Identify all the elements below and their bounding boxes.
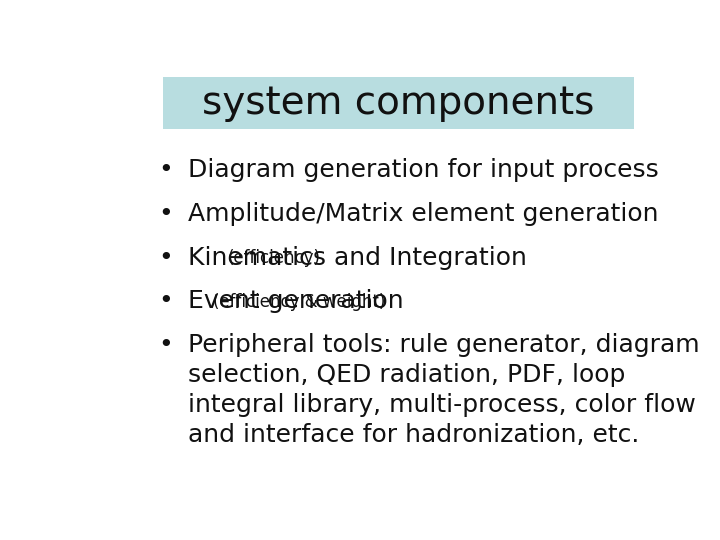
Text: •: • <box>158 333 173 357</box>
Text: system components: system components <box>202 84 595 122</box>
Text: integral library, multi-process, color flow: integral library, multi-process, color f… <box>188 393 696 417</box>
Text: Diagram generation for input process: Diagram generation for input process <box>188 158 658 183</box>
Text: Event generation: Event generation <box>188 289 411 313</box>
Text: and interface for hadronization, etc.: and interface for hadronization, etc. <box>188 423 639 447</box>
Text: •: • <box>158 202 173 226</box>
Text: •: • <box>158 289 173 313</box>
Text: Peripheral tools: rule generator, diagram: Peripheral tools: rule generator, diagra… <box>188 333 699 357</box>
Text: Kinematics and Integration: Kinematics and Integration <box>188 246 534 269</box>
Text: •: • <box>158 158 173 183</box>
Text: selection, QED radiation, PDF, loop: selection, QED radiation, PDF, loop <box>188 363 625 387</box>
Text: Amplitude/Matrix element generation: Amplitude/Matrix element generation <box>188 202 658 226</box>
Text: •: • <box>158 246 173 269</box>
Text: (efficiency): (efficiency) <box>228 249 320 267</box>
Text: (efficiency & weight): (efficiency & weight) <box>212 293 385 310</box>
Bar <box>163 77 634 129</box>
